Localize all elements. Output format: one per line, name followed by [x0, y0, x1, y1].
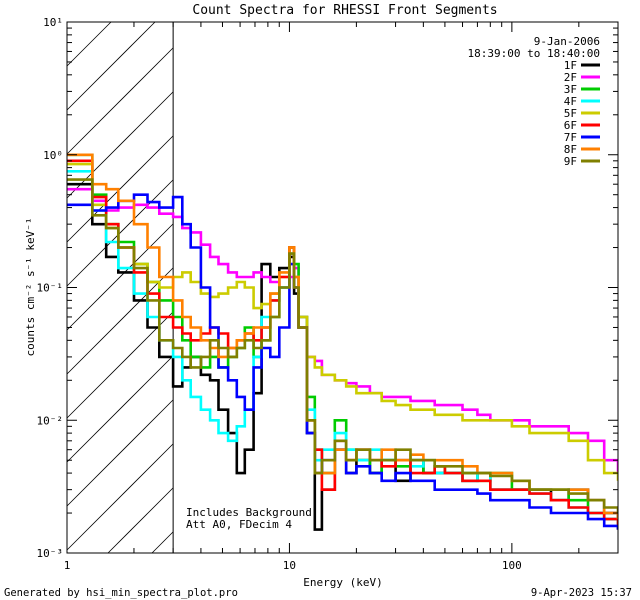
- y-tick-label: 10⁻¹: [37, 282, 64, 295]
- x-tick-label: 100: [502, 559, 522, 572]
- x-tick-label: 1: [64, 559, 71, 572]
- hatch-line: [66, 267, 174, 375]
- hatch-line: [66, 443, 174, 551]
- series-8F: [67, 153, 618, 520]
- legend-label-4F: 4F: [564, 95, 577, 108]
- y-tick-label: 10¹: [43, 16, 63, 29]
- hatched-region: [66, 21, 174, 554]
- y-tick-label: 10⁻³: [37, 547, 64, 560]
- x-axis-label: Energy (keV): [303, 576, 382, 589]
- hatch-line: [66, 223, 174, 331]
- footer-date: 9-Apr-2023 15:37: [531, 587, 632, 599]
- legend-label-1F: 1F: [564, 59, 577, 72]
- hatch-line: [66, 21, 112, 67]
- y-tick-label: 10⁻²: [37, 414, 64, 427]
- hatch-line: [66, 21, 156, 111]
- legend-label-8F: 8F: [564, 143, 577, 156]
- hatch-line: [66, 135, 174, 243]
- hatch-line: [107, 487, 174, 554]
- legend-label-2F: 2F: [564, 71, 577, 84]
- legend-label-5F: 5F: [564, 107, 577, 120]
- annotation-attenuator: Att A0, FDecim 4: [186, 518, 292, 531]
- hatch-line: [66, 311, 174, 419]
- hatch-line: [66, 47, 174, 155]
- time-range-label: 18:39:00 to 18:40:00: [468, 47, 600, 60]
- hatch-line: [66, 355, 174, 463]
- series-9F: [67, 178, 618, 513]
- date-label: 9-Jan-2006: [534, 35, 600, 48]
- x-tick-label: 10: [283, 559, 296, 572]
- y-axis-label: counts cm⁻² s⁻¹ keV⁻¹: [24, 217, 37, 356]
- legend-label-7F: 7F: [564, 131, 577, 144]
- y-tick-label: 10⁰: [43, 149, 63, 162]
- chart-title: Count Spectra for RHESSI Front Segments: [192, 3, 497, 18]
- hatch-line: [66, 179, 174, 287]
- hatch-line: [66, 399, 174, 507]
- legend-label-6F: 6F: [564, 119, 577, 132]
- series-layer: [67, 153, 618, 531]
- annotation-background: Includes Background: [186, 506, 312, 519]
- legend-label-3F: 3F: [564, 83, 577, 96]
- axes: 1 10 100 10⁻³ 10⁻² 10⁻¹ 10⁰ 10¹ counts cm⁻² s⁻¹ …: [24, 16, 619, 572]
- legend-label-9F: 9F: [564, 155, 577, 168]
- hatch-line: [151, 531, 174, 554]
- footer-generated: Generated by hsi_min_spectra_plot.pro: [4, 587, 238, 599]
